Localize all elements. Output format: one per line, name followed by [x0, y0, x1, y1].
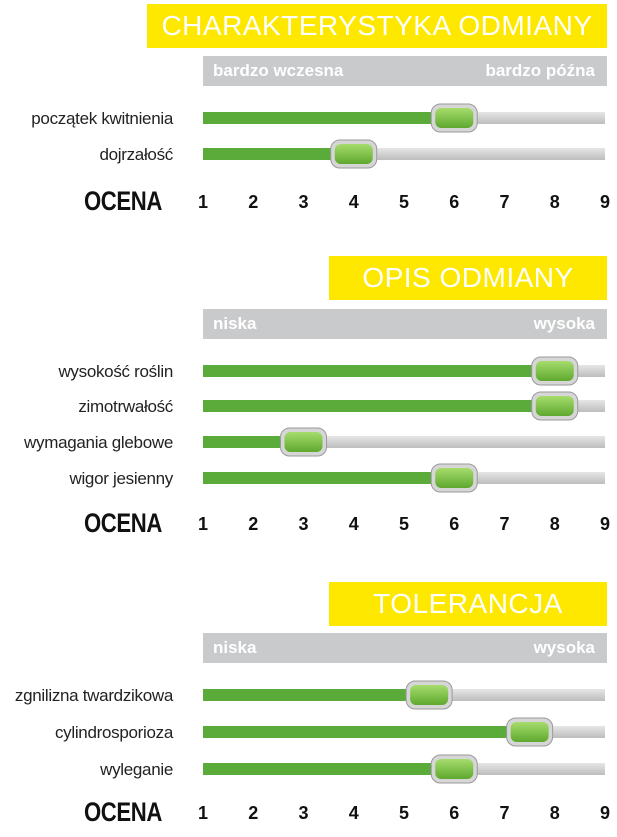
bar-row: [203, 680, 605, 710]
value-knob-inner: [334, 144, 373, 164]
tick-label: 7: [499, 514, 510, 534]
bar-fill: [203, 400, 555, 412]
tick-label: 7: [499, 803, 510, 823]
ocena-label: OCENA: [84, 186, 162, 216]
tick-label: 8: [549, 803, 560, 823]
scale-bar: niska wysoka: [203, 309, 607, 339]
tick-label: 5: [398, 192, 409, 212]
scale-min-label: niska: [213, 638, 257, 657]
tick-label: 9: [599, 192, 610, 212]
tick-label: 3: [298, 803, 309, 823]
tick-row: 1 2 3 4 5 6 7 8 9: [0, 192, 617, 216]
bar-row: [203, 391, 605, 421]
tick-label: 2: [248, 803, 259, 823]
bar-fill: [203, 112, 455, 124]
scale-max-label: wysoka: [533, 638, 595, 657]
tick-label: 1: [197, 192, 208, 212]
bar-fill: [203, 148, 354, 160]
value-knob-inner: [435, 759, 474, 779]
tick-row: 1 2 3 4 5 6 7 8 9: [0, 514, 617, 538]
bar-row: [203, 139, 605, 169]
tick-label: 5: [398, 514, 409, 534]
bar-row: [203, 717, 605, 747]
tick-label: 6: [449, 803, 460, 823]
bar-row: [203, 754, 605, 784]
scale-min-label: niska: [213, 314, 257, 333]
bar-fill: [203, 472, 455, 484]
section-title: CHARAKTERYSTYKA ODMIANY: [147, 4, 607, 48]
bar-row: [203, 427, 605, 457]
bar-fill: [203, 365, 555, 377]
row-label: dojrzałość: [99, 145, 173, 164]
bar-row: [203, 356, 605, 386]
tick-label: 6: [449, 192, 460, 212]
tick-row: 1 2 3 4 5 6 7 8 9: [0, 803, 617, 827]
row-label: zgnilizna twardzikowa: [14, 686, 173, 705]
scale-min-label: bardzo wczesna: [213, 61, 344, 80]
bar-fill: [203, 689, 430, 701]
value-knob-inner: [535, 361, 574, 381]
bar-fill: [203, 763, 455, 775]
row-label: zimotrwałość: [78, 397, 173, 416]
ocena-label: OCENA: [84, 508, 162, 538]
section-title: OPIS ODMIANY: [329, 256, 607, 300]
tick-label: 4: [348, 803, 359, 823]
tick-label: 8: [549, 514, 560, 534]
tick-label: 5: [398, 803, 409, 823]
row-label: wigor jesienny: [69, 469, 173, 488]
value-knob-inner: [535, 396, 574, 416]
section-title: TOLERANCJA: [329, 582, 607, 626]
value-knob-inner: [435, 468, 474, 488]
scale-max-label: wysoka: [533, 314, 595, 333]
tick-label: 1: [197, 514, 208, 534]
row-label: początek kwitnienia: [31, 109, 173, 128]
tick-label: 3: [298, 514, 309, 534]
value-knob-inner: [510, 722, 549, 742]
tick-label: 8: [549, 192, 560, 212]
scale-bar: bardzo wczesna bardzo późna: [203, 56, 607, 86]
tick-label: 9: [599, 514, 610, 534]
ocena-label: OCENA: [84, 797, 162, 827]
bars-chart: [203, 680, 605, 784]
row-label: wysokość roślin: [58, 362, 173, 381]
tick-label: 4: [348, 192, 359, 212]
bar-row: [203, 103, 605, 133]
tick-label: 7: [499, 192, 510, 212]
value-knob-inner: [435, 108, 474, 128]
bar-fill: [203, 726, 530, 738]
tick-label: 9: [599, 803, 610, 823]
value-knob-inner: [284, 432, 323, 452]
tick-label: 2: [248, 192, 259, 212]
row-label: wyleganie: [100, 760, 173, 779]
tick-label: 2: [248, 514, 259, 534]
value-knob-inner: [410, 685, 449, 705]
row-label: wymagania glebowe: [24, 433, 173, 452]
bar-row: [203, 463, 605, 493]
tick-label: 6: [449, 514, 460, 534]
tick-label: 4: [348, 514, 359, 534]
scale-max-label: bardzo późna: [485, 61, 595, 80]
tick-label: 3: [298, 192, 309, 212]
bar-fill: [203, 436, 304, 448]
scale-bar: niska wysoka: [203, 633, 607, 663]
bars-chart: [203, 356, 605, 493]
bars-chart: [203, 103, 605, 169]
row-label: cylindrosporioza: [54, 723, 173, 742]
tick-label: 1: [197, 803, 208, 823]
